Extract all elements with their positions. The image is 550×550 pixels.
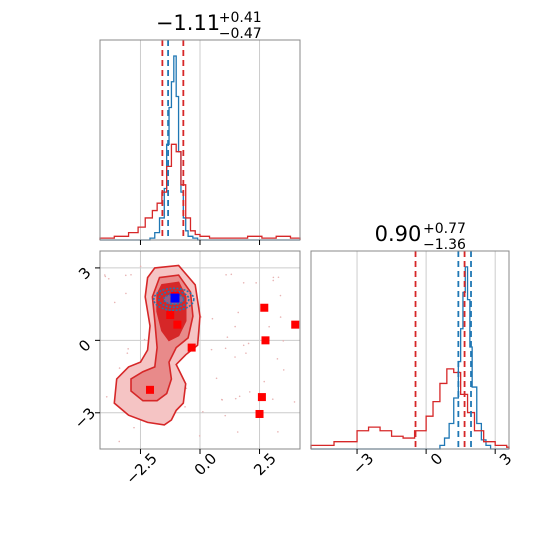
corner-sample-dot xyxy=(242,281,245,284)
corner-ytick-label-1: 0 xyxy=(75,336,94,355)
corner-ytick-label-0: −3 xyxy=(71,404,99,432)
corner-xtick-label-0: −2.5 xyxy=(122,450,160,488)
corner-sample-dot xyxy=(184,406,186,408)
corner-sample-dot xyxy=(107,277,110,280)
corner-sample-dot xyxy=(202,410,204,413)
corner-sample-dot xyxy=(271,398,274,400)
corner-sample-dot xyxy=(113,301,116,304)
hist1-series-0 xyxy=(100,55,300,241)
corner-sample-dot xyxy=(211,317,214,320)
corner-sample-dot xyxy=(234,397,237,400)
hist2-xtick-label-0: −3 xyxy=(349,450,377,478)
corner-sample-dot xyxy=(238,395,241,398)
corner-xtick-label-2: 2.5 xyxy=(250,450,280,480)
corner-sample-dot xyxy=(221,399,224,401)
hist1-title-value: −1.11 xyxy=(156,11,220,35)
hist2-series-1 xyxy=(310,368,510,449)
corner-sample-dot xyxy=(279,316,282,318)
corner-sample-dot xyxy=(255,282,257,284)
corner-sample-dot xyxy=(230,273,233,276)
corner-contour-blue-1 xyxy=(158,290,190,309)
corner-sample-dot xyxy=(105,395,108,398)
corner-sample-dot xyxy=(276,358,279,360)
corner-sample-dot xyxy=(224,414,227,417)
hist1-title-lower: −0.47 xyxy=(219,26,262,42)
corner-marker-blue-0 xyxy=(170,293,180,303)
corner-sample-dot xyxy=(143,338,146,341)
hist2-title-value: 0.90 xyxy=(375,222,422,246)
corner-sample-dot xyxy=(277,431,279,433)
corner-marker-red-3 xyxy=(187,343,196,352)
corner-sample-dot xyxy=(293,401,296,403)
corner-sample-dot xyxy=(118,440,121,443)
corner-sample-dot xyxy=(224,347,227,350)
corner-sample-dot xyxy=(248,391,251,393)
hist2-title-upper: +0.77 xyxy=(423,221,466,237)
corner-sample-dot xyxy=(130,274,132,276)
corner-sample-dot xyxy=(198,435,201,437)
corner-sample-dot xyxy=(127,348,129,350)
corner-sample-dot xyxy=(242,344,245,347)
hist1-title: −1.11+0.41−0.47 xyxy=(156,10,262,42)
hist2-frame xyxy=(310,250,510,450)
corner-sample-dot xyxy=(263,380,266,383)
corner-sample-dot xyxy=(215,377,218,380)
corner-marker-red-6 xyxy=(261,336,270,345)
corner-sample-dot xyxy=(279,294,282,297)
corner-sample-dot xyxy=(237,311,240,314)
hist1-series-1 xyxy=(99,143,301,240)
corner-marker-red-5 xyxy=(260,303,269,312)
corner-sample-dot xyxy=(210,348,213,351)
corner-sample-dot xyxy=(104,275,107,278)
corner-sample-dot xyxy=(282,369,285,371)
corner-ytick-label-2: 3 xyxy=(75,264,94,283)
corner-sample-dot xyxy=(247,342,250,345)
corner-sample-dot xyxy=(234,356,236,358)
corner-sample-dot xyxy=(139,265,142,268)
corner-contour-blue-0 xyxy=(153,287,195,312)
corner-marker-red-1 xyxy=(166,310,175,319)
corner-xtick-label-1: 0.0 xyxy=(191,450,221,480)
corner-marker-red-8 xyxy=(257,393,266,402)
hist2-xtick-label-1: 0 xyxy=(427,450,446,469)
corner-sample-dot xyxy=(133,426,135,429)
corner-marker-red-2 xyxy=(173,320,182,329)
corner-sample-dot xyxy=(272,276,275,279)
corner-marker-red-4 xyxy=(146,385,154,394)
hist2-series-0 xyxy=(311,266,509,450)
corner-sample-dot xyxy=(118,367,121,369)
corner-sample-dot xyxy=(103,274,106,276)
corner-sample-dot xyxy=(234,325,236,328)
corner-sample-dot xyxy=(124,274,127,277)
corner-sample-dot xyxy=(272,279,275,282)
corner-sample-dot xyxy=(226,336,229,338)
corner-marker-red-7 xyxy=(291,320,300,329)
corner-sample-dot xyxy=(236,431,239,433)
hist2-title-lower: −1.36 xyxy=(423,237,466,253)
hist2-xtick-label-2: 3 xyxy=(496,450,515,469)
corner-sample-dot xyxy=(225,273,227,276)
corner-sample-dot xyxy=(277,276,280,279)
hist2-title: 0.90 +0.77−1.36 xyxy=(375,221,466,253)
corner-sample-dot xyxy=(126,352,129,354)
corner-sample-dot xyxy=(268,325,270,328)
corner-sample-dot xyxy=(245,352,247,354)
corner-marker-red-9 xyxy=(255,409,264,418)
hist1-title-upper: +0.41 xyxy=(219,10,262,26)
corner-sample-dot xyxy=(125,292,127,295)
corner-sample-dot xyxy=(282,340,285,342)
